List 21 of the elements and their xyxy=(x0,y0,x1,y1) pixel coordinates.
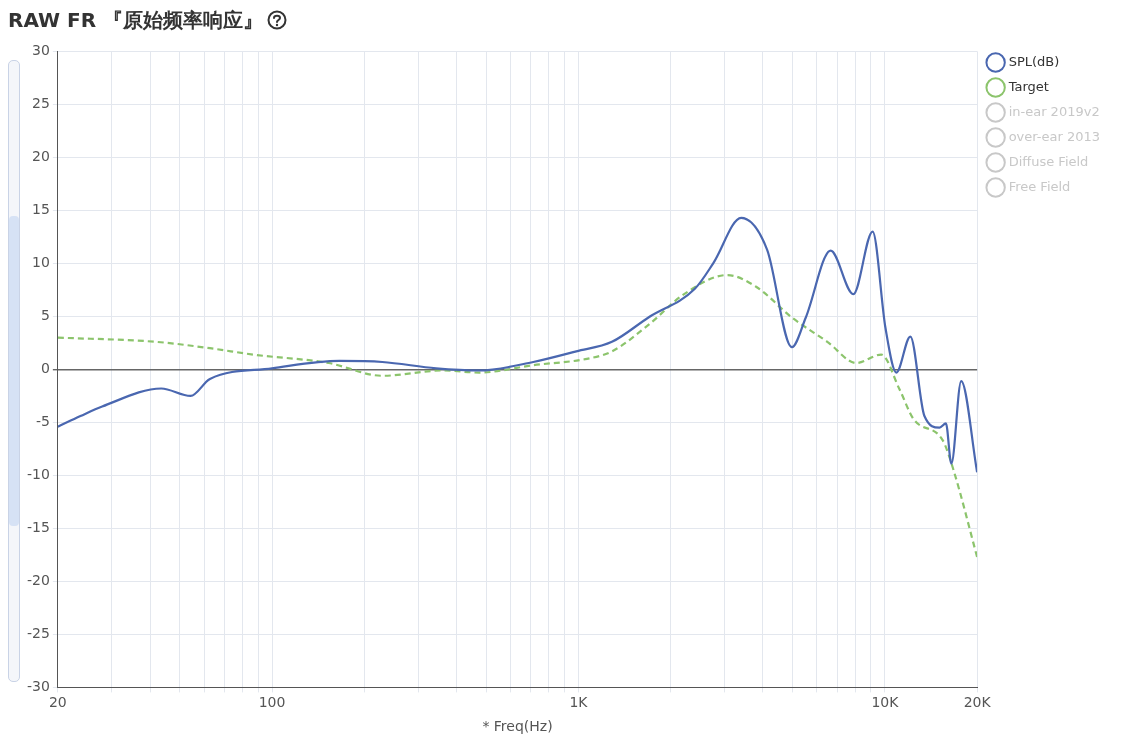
legend-label: SPL(dB) xyxy=(1008,53,1060,69)
legend-label: Target xyxy=(1007,78,1049,94)
y-tick-label: 25 xyxy=(32,95,50,112)
y-tick-label: 30 xyxy=(32,42,50,59)
y-tick-label: -10 xyxy=(26,466,50,483)
y-tick-label: -20 xyxy=(26,572,50,589)
x-tick-label: 20K xyxy=(963,694,992,711)
x-tick-label: 1K xyxy=(569,694,589,711)
x-tick-label: 10K xyxy=(871,694,900,711)
chart-title: RAW FR 『原始频率响应』 xyxy=(8,6,264,34)
y-tick-label: -5 xyxy=(35,413,50,430)
y-tick-label: 15 xyxy=(32,201,50,218)
y-tick-label: 5 xyxy=(40,307,50,324)
x-tick-label: 100 xyxy=(258,694,286,711)
y-tick-label: 20 xyxy=(32,148,50,165)
y-tick-label: 10 xyxy=(32,254,50,271)
y-tick-label: -30 xyxy=(26,678,50,695)
x-axis-title: * Freq(Hz) xyxy=(482,718,553,735)
y-tick-label: 0 xyxy=(40,360,50,377)
y-tick-label: -25 xyxy=(26,625,50,642)
y-tick-label: -15 xyxy=(26,519,50,536)
